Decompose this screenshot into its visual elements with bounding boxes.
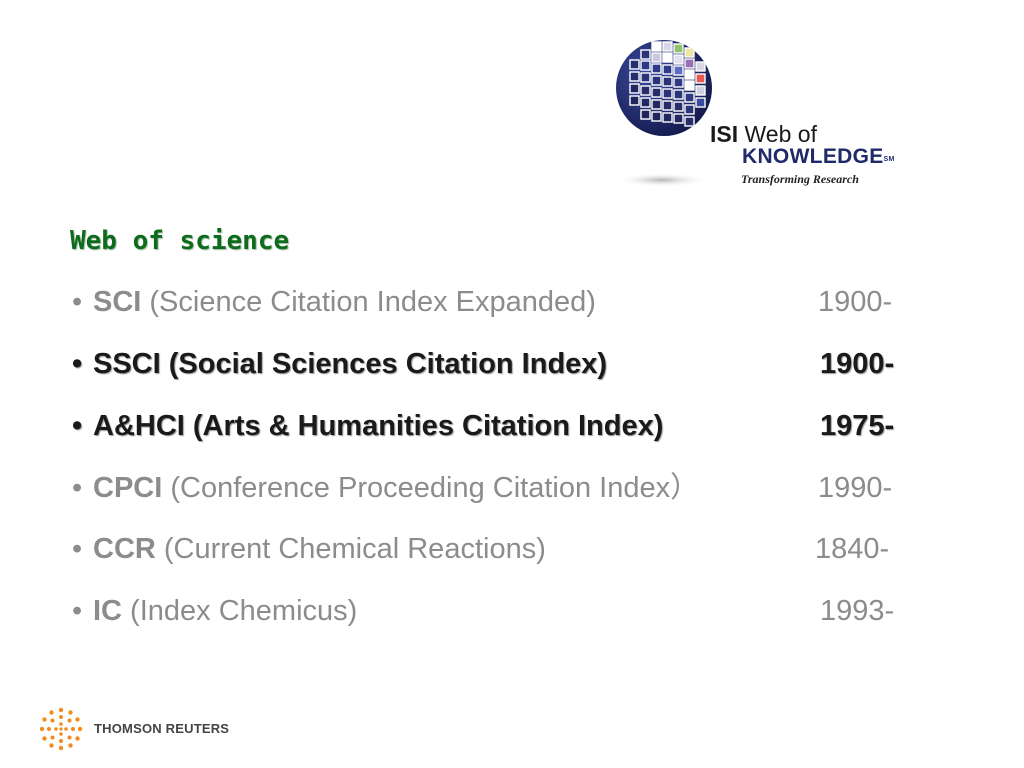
index-row-sci: • SCI (Science Citation Index Expanded) … — [72, 282, 922, 322]
bullet: • — [72, 286, 83, 318]
knowledge-label: KNOWLEDGESM — [742, 145, 895, 169]
index-abbr: CCR — [93, 533, 156, 565]
index-year: 1900- — [818, 286, 893, 318]
index-label: A&HCI (Arts & Humanities Citation Index) — [93, 406, 663, 446]
isi-label: ISI — [710, 121, 739, 147]
index-label: SSCI (Social Sciences Citation Index) — [93, 344, 607, 384]
index-year: 1900- — [820, 348, 895, 380]
index-full-name: (Science Citation Index Expanded) — [141, 286, 596, 318]
index-row-cpci: • CPCI (Conference Proceeding Citation I… — [72, 468, 922, 508]
index-row-ahci: • A&HCI (Arts & Humanities Citation Inde… — [72, 406, 922, 446]
index-label: CPCI (Conference Proceeding Citation Ind… — [93, 468, 699, 508]
index-abbr: IC — [93, 595, 122, 627]
index-abbr: SSCI — [93, 348, 161, 380]
thomson-reuters-dots-icon — [39, 707, 83, 751]
section-heading: Web of science — [70, 226, 290, 256]
index-label: SCI (Science Citation Index Expanded) — [93, 282, 596, 322]
index-year: 1840- — [815, 533, 890, 565]
web-of-label: Web of — [744, 121, 817, 147]
bullet: • — [72, 595, 83, 627]
bullet: • — [72, 533, 83, 565]
knowledge-text: KNOWLEDGE — [742, 145, 884, 168]
index-full-name: (Index Chemicus) — [122, 595, 358, 627]
index-full-name: (Arts & Humanities Citation Index) — [184, 410, 664, 442]
index-full-name: (Social Sciences Citation Index) — [160, 348, 608, 380]
logo-tagline: Transforming Research — [741, 172, 859, 186]
index-abbr: A&HCI — [93, 410, 185, 442]
index-year: 1993- — [820, 595, 895, 627]
index-full-name: (Current Chemical Reactions) — [155, 533, 546, 565]
index-year: 1975- — [820, 410, 895, 442]
isi-web-of-label: ISI Web of — [710, 122, 817, 146]
bullet: • — [72, 348, 83, 380]
index-abbr: SCI — [93, 286, 142, 318]
isi-web-of-knowledge-logo: ISI Web of KNOWLEDGESM Transforming Rese… — [612, 30, 922, 195]
index-row-ccr: • CCR (Current Chemical Reactions) 1840- — [72, 529, 922, 569]
index-label: IC (Index Chemicus) — [93, 591, 357, 631]
index-year: 1990- — [818, 472, 893, 504]
bullet: • — [72, 410, 83, 442]
index-label: CCR (Current Chemical Reactions) — [93, 529, 546, 569]
index-abbr: CPCI — [93, 472, 163, 504]
thomson-reuters-label: THOMSON REUTERS — [94, 721, 230, 736]
globe-icon — [614, 40, 712, 187]
trademark-label: SM — [883, 156, 895, 163]
index-row-ic: • IC (Index Chemicus) 1993- — [72, 591, 922, 631]
bullet: • — [72, 472, 83, 504]
index-full-name: (Conference Proceeding Citation Index） — [162, 472, 700, 504]
index-row-ssci: • SSCI (Social Sciences Citation Index) … — [72, 344, 922, 384]
thomson-reuters-logo: THOMSON REUTERS — [38, 706, 238, 752]
